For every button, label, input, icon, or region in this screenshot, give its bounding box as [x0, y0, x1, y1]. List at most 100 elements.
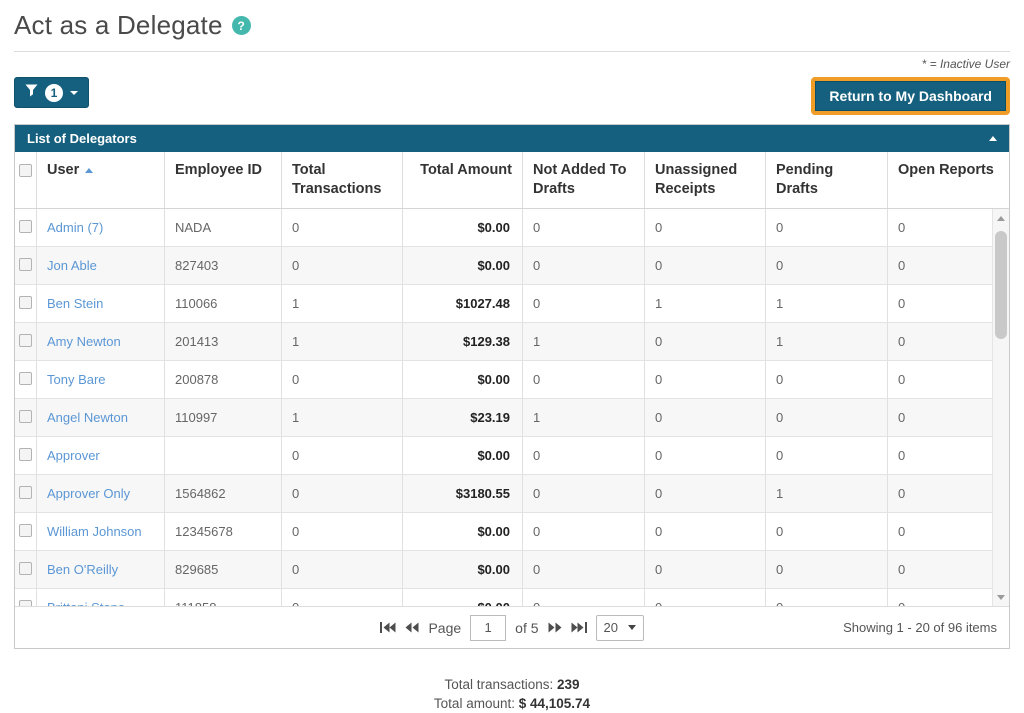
table-body-rows: Admin (7) NADA 0 $0.00 0 0 0 0 Jon Able …: [15, 209, 992, 606]
open-reports-cell: 0: [898, 448, 906, 463]
user-link[interactable]: William Johnson: [47, 524, 142, 539]
pending-drafts-cell: 0: [766, 247, 888, 284]
panel-title: List of Delegators: [27, 131, 137, 146]
user-cell: Jon Able: [37, 247, 165, 284]
employee-id-cell: NADA: [165, 209, 282, 246]
user-link[interactable]: Admin (7): [47, 220, 104, 235]
help-icon[interactable]: ?: [231, 16, 251, 35]
total-amount-cell: $0.00: [403, 513, 523, 550]
row-checkbox[interactable]: [19, 486, 32, 500]
pending-drafts-cell: 0: [766, 209, 888, 246]
triangle-down-icon: [997, 594, 1005, 600]
filter-button[interactable]: 1: [14, 77, 89, 108]
pager-last-button[interactable]: [571, 622, 587, 633]
pending-drafts-cell: 0: [766, 513, 888, 550]
row-checkbox[interactable]: [19, 334, 32, 348]
page-number-input[interactable]: [470, 614, 507, 641]
row-checkbox-cell: [15, 437, 37, 474]
row-checkbox-cell: [15, 323, 37, 360]
not-added-cell: 0: [523, 209, 645, 246]
unassigned-receipts-cell: 0: [645, 513, 766, 550]
scroll-up-button[interactable]: [993, 210, 1009, 226]
table-row: Amy Newton 201413 1 $129.38 1 0 1 0: [15, 323, 992, 361]
total-amount-cell: $129.38: [403, 323, 523, 360]
user-link[interactable]: Approver Only: [47, 486, 131, 501]
total-amount-cell: $0.00: [403, 551, 523, 588]
select-all-checkbox[interactable]: [19, 163, 32, 177]
table-row: Jon Able 827403 0 $0.00 0 0 0 0: [15, 247, 992, 285]
page-size-select[interactable]: 20: [595, 614, 644, 641]
row-checkbox[interactable]: [19, 258, 32, 272]
row-checkbox[interactable]: [19, 600, 32, 606]
user-cell: William Johnson: [37, 513, 165, 550]
pager-next-button[interactable]: [548, 622, 562, 633]
row-checkbox[interactable]: [19, 410, 32, 424]
annotation-highlight-box: Return to My Dashboard: [811, 77, 1010, 115]
total-amount-cell: $0.00: [403, 437, 523, 474]
return-to-dashboard-button[interactable]: Return to My Dashboard: [815, 81, 1006, 111]
row-checkbox[interactable]: [19, 524, 32, 538]
user-link[interactable]: Approver: [47, 448, 100, 463]
row-checkbox[interactable]: [19, 296, 32, 310]
delegators-panel: List of Delegators User Employee ID Tota…: [14, 124, 1010, 649]
user-cell: Tony Bare: [37, 361, 165, 398]
row-checkbox[interactable]: [19, 562, 32, 576]
not-added-cell: 0: [523, 551, 645, 588]
unassigned-receipts-cell: 0: [645, 247, 766, 284]
employee-id-cell: [165, 437, 282, 474]
pager-first-button[interactable]: [380, 622, 396, 633]
employee-id-cell: 110066: [165, 285, 282, 322]
user-cell: Ben O'Reilly: [37, 551, 165, 588]
column-header-pending[interactable]: Pending Drafts: [766, 152, 888, 208]
row-checkbox[interactable]: [19, 220, 32, 234]
column-header-user[interactable]: User: [37, 152, 165, 208]
select-arrow-icon: [627, 625, 636, 630]
user-link[interactable]: Tony Bare: [47, 372, 106, 387]
user-link[interactable]: Ben O'Reilly: [47, 562, 119, 577]
open-reports-cell: 0: [898, 486, 906, 501]
not-added-cell: 0: [523, 285, 645, 322]
column-header-total-amount[interactable]: Total Amount: [403, 152, 523, 208]
user-link[interactable]: Amy Newton: [47, 334, 121, 349]
row-checkbox[interactable]: [19, 448, 32, 462]
row-checkbox-cell: [15, 513, 37, 550]
user-link[interactable]: Angel Newton: [47, 410, 128, 425]
not-added-cell: 0: [523, 247, 645, 284]
employee-id-cell: 1564862: [165, 475, 282, 512]
scroll-down-button[interactable]: [993, 589, 1009, 605]
panel-header: List of Delegators: [15, 125, 1009, 152]
employee-id-cell: 827403: [165, 247, 282, 284]
column-header-open-reports[interactable]: Open Reports: [898, 162, 994, 178]
unassigned-receipts-cell: 0: [645, 399, 766, 436]
user-link[interactable]: Brittani Stone: [47, 600, 125, 606]
table-body: Admin (7) NADA 0 $0.00 0 0 0 0 Jon Able …: [15, 209, 1009, 606]
user-link[interactable]: Ben Stein: [47, 296, 104, 311]
page-count-label: of 5: [515, 619, 539, 636]
user-link[interactable]: Jon Able: [47, 258, 97, 273]
total-transactions-cell: 0: [282, 475, 403, 512]
unassigned-receipts-cell: 0: [645, 437, 766, 474]
unassigned-receipts-cell: 0: [645, 361, 766, 398]
total-amount-line: Total amount: $ 44,105.74: [14, 694, 1010, 713]
not-added-cell: 0: [523, 513, 645, 550]
pager: Page of 5 20: [380, 614, 644, 641]
column-header-total-transactions[interactable]: Total Transactions: [282, 152, 403, 208]
column-header-unassigned[interactable]: Unassigned Receipts: [645, 152, 766, 208]
scrollbar-thumb[interactable]: [995, 231, 1007, 339]
pending-drafts-cell: 0: [766, 589, 888, 606]
collapse-panel-icon[interactable]: [989, 136, 997, 141]
sort-asc-icon: [85, 168, 94, 173]
triangle-up-icon: [997, 215, 1005, 221]
pager-prev-button[interactable]: [405, 622, 419, 633]
pending-drafts-cell: 0: [766, 437, 888, 474]
vertical-scrollbar[interactable]: [992, 209, 1009, 606]
open-reports-cell: 0: [898, 220, 906, 235]
open-reports-cell: 0: [898, 334, 906, 349]
column-header-not-added[interactable]: Not Added To Drafts: [523, 152, 645, 208]
unassigned-receipts-cell: 0: [645, 551, 766, 588]
not-added-cell: 1: [523, 323, 645, 360]
page-label: Page: [428, 619, 462, 636]
column-header-employee-id[interactable]: Employee ID: [165, 152, 282, 208]
row-checkbox[interactable]: [19, 372, 32, 386]
